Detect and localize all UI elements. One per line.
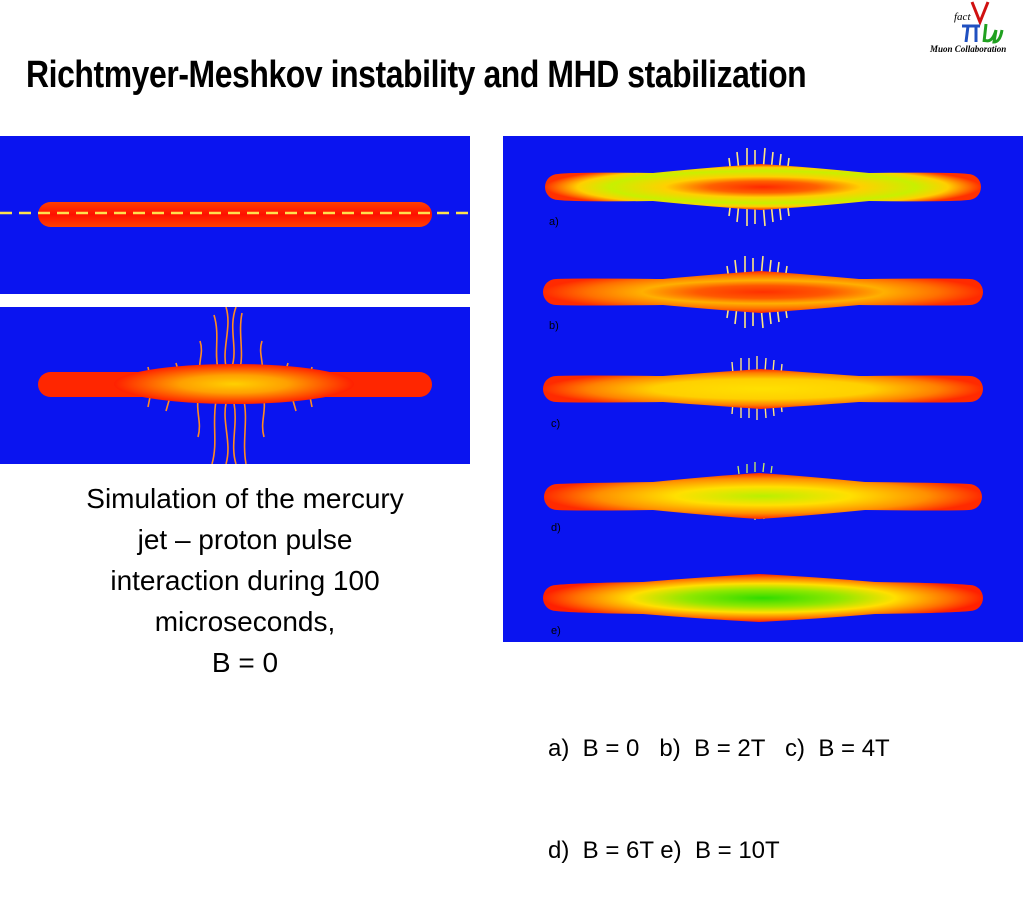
row-label-a: a) [549,216,559,228]
jet-d [544,462,982,520]
logo-caption: Muon Collaboration [930,44,1007,54]
disruption-core [114,364,354,404]
simulation-disrupted-jet-panel [0,307,470,464]
jet-c [543,356,983,420]
caption-right-line: a) B = 0 b) B = 2T c) B = 4T [548,735,890,762]
jet-a [545,147,981,227]
logo-mu-mark [982,23,1004,44]
row-label-b: b) [549,320,559,332]
jet-e [543,574,983,622]
caption-line: jet – proton pulse [137,524,353,555]
logo-nu-mark [970,1,990,27]
caption-right-line: d) B = 6T e) B = 10T [548,837,780,864]
logo-pi-mark [962,24,980,43]
row-label-e: e) [551,625,561,637]
muon-collaboration-logo: fact Muon Collaboration [928,0,1024,56]
slide-title: Richtmyer-Meshkov instability and MHD st… [26,54,807,96]
logo-mark-icon: fact [954,1,1004,44]
field-strength-caption: a) B = 0 b) B = 2T c) B = 4T d) B = 6T e… [548,664,890,902]
row-label-c: c) [551,418,561,430]
mercury-jet-initial [38,202,432,227]
logo-fact-text: fact [954,11,971,23]
caption-line: microseconds, [154,606,336,637]
caption-line: B = 0 [211,647,279,678]
jet-b [543,255,983,329]
simulation-caption: Simulation of the mercury jet – proton p… [20,478,470,683]
row-label-d: d) [551,522,561,534]
caption-line: interaction during 100 [110,565,380,596]
mhd-stabilization-panel [503,136,1023,642]
caption-line: Simulation of the mercury [86,483,404,514]
simulation-initial-jet-panel [0,136,470,294]
